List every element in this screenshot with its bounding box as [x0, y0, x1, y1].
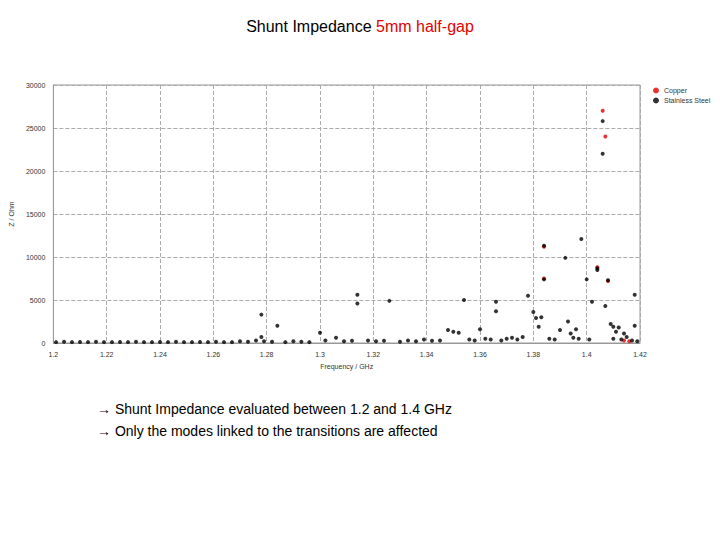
svg-text:1.38: 1.38: [527, 351, 541, 358]
svg-text:15000: 15000: [26, 211, 46, 218]
svg-text:Z / Ohm: Z / Ohm: [8, 201, 15, 226]
html-text:→ Only the modes linked to the: → Only the modes linked to the transitio…: [97, 423, 438, 439]
svg-text:1.42: 1.42: [633, 351, 647, 358]
html-text:Shunt Impedance 5mm half-gap: Shunt Impedance 5mm half-gap: [246, 18, 474, 35]
svg-text:1.32: 1.32: [367, 351, 381, 358]
svg-text:1.3: 1.3: [315, 351, 325, 358]
svg-text:Copper: Copper: [664, 87, 688, 95]
svg-text:1.26: 1.26: [207, 351, 221, 358]
svg-text:1.2: 1.2: [48, 351, 58, 358]
svg-text:30000: 30000: [26, 82, 46, 89]
svg-text:1.22: 1.22: [100, 351, 114, 358]
svg-text:25000: 25000: [26, 125, 46, 132]
svg-text:10000: 10000: [26, 254, 46, 261]
svg-text:Stainless Steel: Stainless Steel: [664, 97, 711, 104]
svg-text:1.34: 1.34: [420, 351, 434, 358]
svg-text:0: 0: [41, 340, 45, 347]
svg-text:1.28: 1.28: [260, 351, 274, 358]
svg-text:1.36: 1.36: [473, 351, 487, 358]
svg-text:20000: 20000: [26, 168, 46, 175]
svg-text:1.24: 1.24: [153, 351, 167, 358]
html-text:→ Shunt Impedance evaluated be: → Shunt Impedance evaluated between 1.2 …: [97, 401, 452, 417]
svg-text:5000: 5000: [30, 297, 46, 304]
svg-text:1.4: 1.4: [582, 351, 592, 358]
svg-text:Frequency / GHz: Frequency / GHz: [320, 363, 373, 371]
